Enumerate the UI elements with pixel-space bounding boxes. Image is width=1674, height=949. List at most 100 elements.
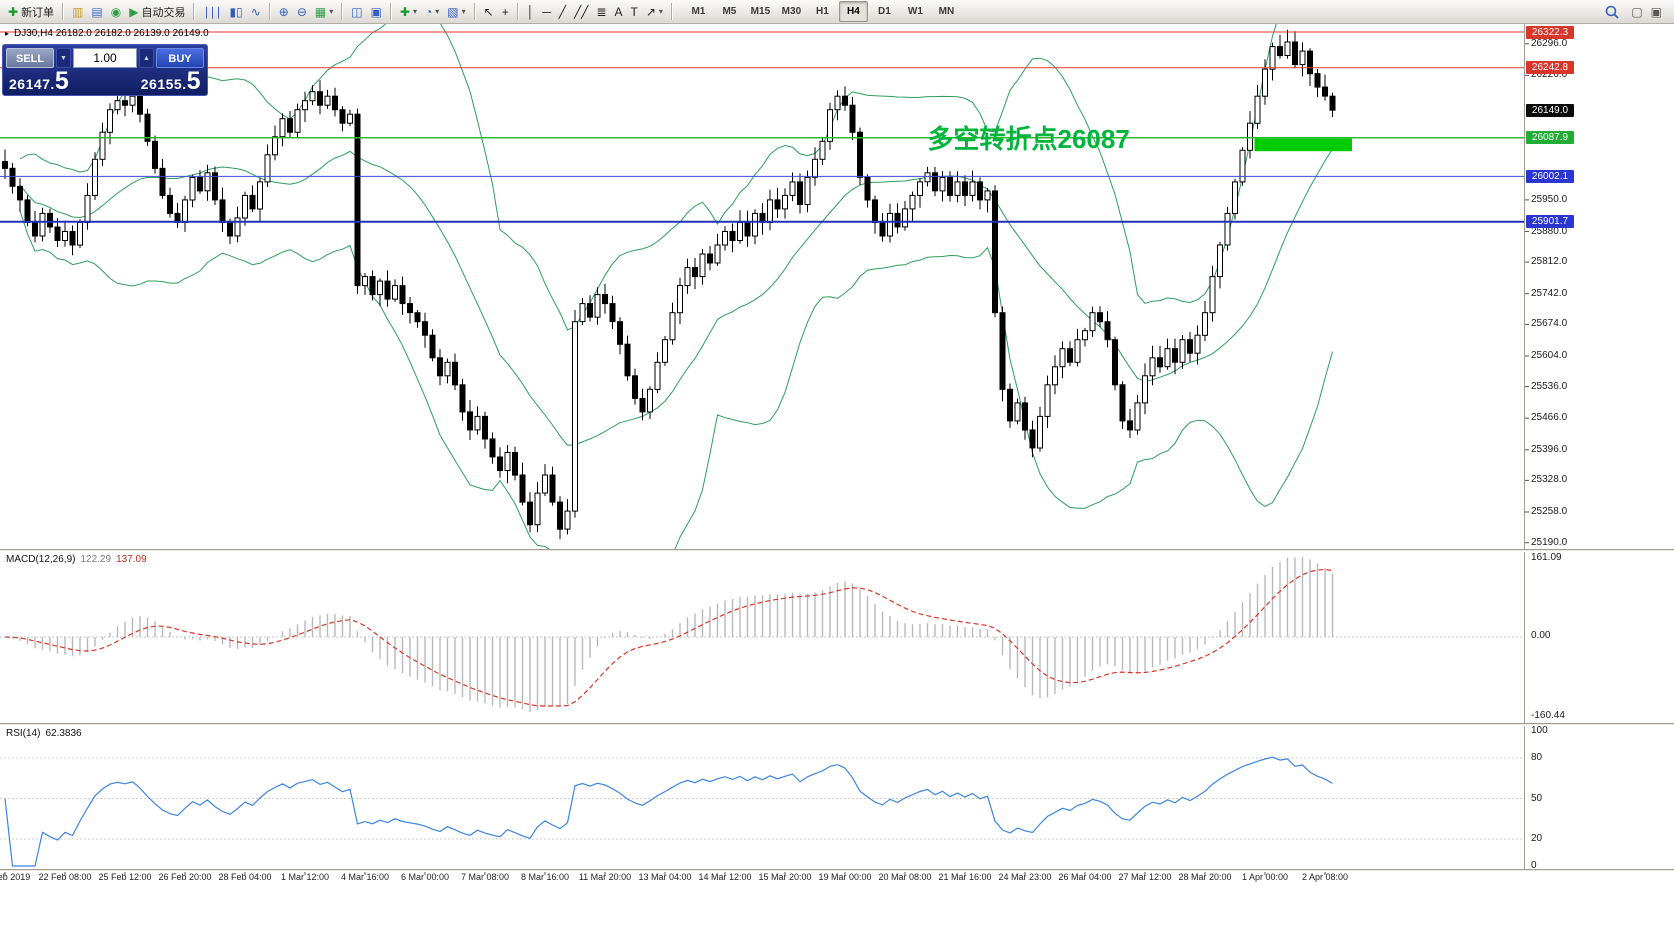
line-chart-button[interactable]: ∿ [247, 5, 265, 19]
time-label: 15 Mar 20:00 [758, 872, 812, 882]
timeframe-m15[interactable]: M15 [750, 6, 771, 17]
pane-separator[interactable] [0, 723, 1674, 726]
price-tick: 26296.0 [1531, 37, 1568, 49]
main-toolbar: ✚ 新订单 ▥ ▤ ◉ ▶ 自动交易 ∣∣∣ ▮▯ ∿ ⊕ ⊖ ▦ ▾ ◫ ▣ ✚ ▾ ◔ ▾ ▧ ▾ ↖ + │ ─ ╱ ╱╱ ≣ A T… [0, 0, 1674, 24]
time-label: 21 Feb 2019 [0, 872, 31, 882]
volume-input[interactable] [73, 48, 137, 68]
trendline-button[interactable]: ╱ [555, 5, 570, 19]
grid-button[interactable]: ▦ ▾ [311, 5, 337, 19]
rsi-scale-label: 50 [1531, 792, 1543, 804]
timeframe-m5[interactable]: M5 [722, 6, 737, 17]
fibonacci-button[interactable]: ≣ [592, 5, 610, 19]
cursor-button[interactable]: ↖ [480, 5, 498, 19]
text-button[interactable]: A [610, 5, 626, 19]
periods-button[interactable]: ◔ ▾ [421, 5, 443, 19]
zoom-out-button[interactable]: ⊖ [293, 5, 311, 19]
annotation-text[interactable]: 多空转折点26087 [928, 124, 1130, 154]
rsi-scale-label: 0 [1531, 860, 1537, 871]
volume-decrease-button[interactable]: ▼ [56, 48, 71, 68]
toolbar-right: ▢ ▣ [1601, 4, 1670, 20]
price-badge: 26087.9 [1526, 131, 1574, 145]
autotrading-button[interactable]: ▶ 自动交易 [125, 3, 189, 21]
text-label-button[interactable]: T [626, 5, 641, 19]
new-order-button[interactable]: ✚ 新订单 [4, 3, 58, 21]
timeframe-h4[interactable]: H4 [838, 1, 868, 22]
timeframe-mn[interactable]: MN [938, 6, 955, 17]
channel-button[interactable]: ╱╱ [570, 5, 592, 19]
crosshair-button[interactable]: + [498, 5, 513, 19]
autotrading-icon: ▶ [129, 4, 139, 19]
price-badge: 25901.7 [1526, 215, 1574, 229]
tile-windows-button[interactable]: ◫ [347, 5, 366, 19]
timeframe-h1[interactable]: H1 [816, 6, 829, 17]
window-restore-icon[interactable]: ▢ [1631, 4, 1643, 19]
toolbar-divider [62, 3, 65, 20]
time-label: 1 Mar 12:00 [280, 872, 330, 882]
market-watch-button[interactable]: ▥ [68, 5, 87, 19]
search-button[interactable] [1601, 4, 1623, 20]
price-scale[interactable]: 26296.0 26226.0 25950.0 25880.0 25812.0 25742… [1525, 0, 1673, 949]
templates-button[interactable]: ▧ ▾ [443, 5, 469, 19]
volume-increase-button[interactable]: ▲ [139, 48, 154, 68]
chevron-down-icon: ▾ [412, 7, 417, 16]
zoom-out-icon: ⊖ [296, 4, 307, 19]
rsi-line [4, 756, 1333, 867]
toolbar-divider [473, 3, 476, 20]
triangle-up-icon: ▲ [143, 55, 150, 62]
search-icon [1606, 5, 1619, 19]
price-tick: 25396.0 [1531, 443, 1568, 455]
pane-separator[interactable] [0, 549, 1674, 552]
vertical-line-button[interactable]: │ [523, 5, 539, 19]
chart-marker-icon: ▸ [5, 29, 10, 38]
sell-price: 26147.5 [9, 69, 69, 94]
rsi-name: RSI(14) [6, 728, 41, 739]
time-label: 26 Mar 04:00 [1058, 872, 1112, 882]
timeframe-d1[interactable]: D1 [878, 6, 891, 17]
time-label: 1 Apr 00:00 [1241, 872, 1289, 882]
price-tick: 25880.0 [1531, 225, 1568, 237]
toolbar-divider [341, 3, 344, 20]
auto-arrange-button[interactable]: ▣ [367, 5, 386, 19]
arrows-icon: ↗ [645, 4, 656, 19]
buy-button[interactable]: BUY [156, 48, 204, 68]
chevron-down-icon: ▾ [435, 7, 440, 16]
time-label: 6 Mar 00:00 [400, 872, 450, 882]
time-label: 22 Feb 08:00 [38, 872, 92, 882]
candlestick-chart-button[interactable]: ▮▯ [225, 5, 246, 19]
sell-button[interactable]: SELL [6, 48, 54, 68]
highlight-box[interactable] [1254, 138, 1353, 152]
line-chart-icon: ∿ [250, 4, 261, 19]
price-tick: 25604.0 [1531, 350, 1568, 361]
timeframe-w1[interactable]: W1 [907, 6, 923, 17]
rsi-value: 62.3836 [45, 728, 82, 739]
timeframe-m30[interactable]: M30 [781, 6, 802, 17]
price-badge: 26242.8 [1526, 61, 1574, 75]
bar-chart-button[interactable]: ∣∣∣ [199, 5, 225, 19]
data-window-button[interactable]: ▤ [87, 5, 106, 19]
timeframe-m1[interactable]: M1 [691, 6, 706, 17]
new-order-icon: ✚ [8, 4, 19, 19]
pane-separator[interactable] [0, 869, 1674, 872]
vertical-line-icon: │ [526, 4, 535, 19]
navigator-button[interactable]: ◉ [107, 5, 125, 19]
time-label: 28 Feb 04:00 [218, 872, 272, 882]
new-order-label: 新订单 [21, 6, 55, 19]
price-tick: 26226.0 [1531, 69, 1568, 81]
cursor-icon: ↖ [483, 4, 494, 19]
macd-scale-label: 161.09 [1531, 552, 1562, 563]
arrows-button[interactable]: ↗ ▾ [642, 5, 667, 19]
time-label: 14 Mar 12:00 [698, 872, 752, 882]
window-maximize-icon[interactable]: ▣ [1650, 4, 1662, 19]
add-indicator-button[interactable]: ✚ ▾ [396, 5, 421, 19]
add-indicator-icon: ✚ [399, 4, 410, 19]
price-tick: 25536.0 [1531, 380, 1568, 392]
channel-icon: ╱╱ [573, 4, 589, 19]
timeframe-toolbar: M1 M5 M15 M30 H1 H4 D1 W1 MN [683, 1, 962, 22]
rsi-pane [0, 756, 1524, 867]
zoom-in-button[interactable]: ⊕ [275, 5, 293, 19]
horizontal-line-button[interactable]: ─ [538, 5, 555, 19]
time-label: 27 Mar 12:00 [1118, 872, 1172, 882]
